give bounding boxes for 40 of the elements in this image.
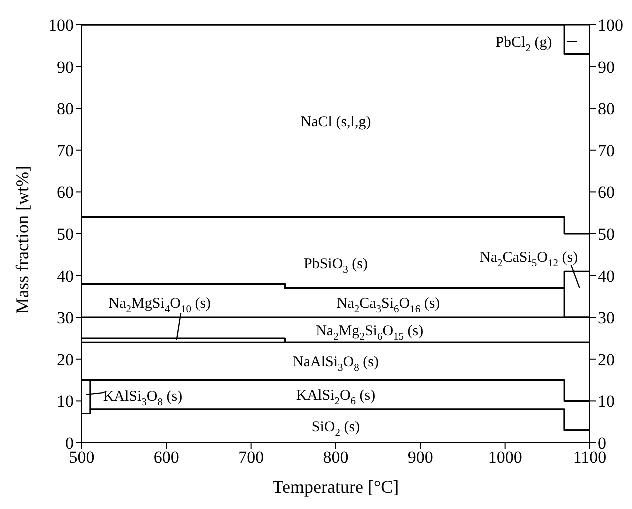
annotation: Na$_{2}$CaSi$_{5}$O$_{12}$ (s) — [480, 250, 578, 270]
x-axis-title: Temperature [°C] — [272, 477, 400, 497]
annotation: SiO$_{2}$ (s) — [312, 420, 360, 440]
x-tick-label: 500 — [69, 448, 95, 468]
y-tick-label: 60 — [57, 183, 74, 202]
text: Na$_{2}$Ca$_{3}$Si$_{6}$O$_{16}$ (s) — [336, 296, 440, 316]
y-tick-label: 50 — [57, 225, 74, 244]
annotation: Na$_{2}$MgSi$_{4}$O$_{10}$ (s) — [108, 296, 212, 316]
y-tick-label: 20 — [57, 350, 74, 370]
annotation: PbSiO$_{3}$ (s) — [304, 256, 368, 276]
y2-tick-label: 70 — [598, 141, 615, 160]
y-axis-title: Mass fraction [wt%] — [12, 166, 32, 314]
y2-tick-label: 40 — [598, 266, 615, 286]
y2-tick-label: 100 — [598, 16, 624, 36]
annotation: NaAlSi$_{3}$O$_{8}$ (s) — [293, 354, 379, 374]
y-tick-label: 100 — [48, 16, 74, 36]
text: Na$_{2}$Mg$_{2}$Si$_{6}$O$_{15}$ (s) — [316, 323, 424, 343]
y2-tick-label: 20 — [598, 350, 615, 370]
y2-tick-label: 90 — [598, 58, 615, 77]
x-tick-label: 800 — [323, 448, 349, 468]
x-tick-label: 900 — [408, 448, 434, 468]
y2-tick-label: 10 — [598, 392, 615, 412]
annotation: KAlSi$_{3}$O$_{8}$ (s) — [103, 389, 183, 409]
y2-tick-label: 60 — [598, 183, 615, 202]
y2-tick-label: 50 — [598, 225, 615, 244]
x-tick-label: 700 — [238, 448, 264, 468]
annotation: KAlSi$_{2}$O$_{6}$ (s) — [296, 388, 376, 408]
y-tick-label: 30 — [57, 308, 74, 328]
x-tick-label: 1000 — [488, 448, 522, 468]
annotation: PbCl$_{2}$ (g) — [496, 34, 552, 54]
annotation: NaCl (s,l,g) — [300, 114, 372, 130]
x-tick-label: 1100 — [573, 448, 607, 468]
y2-tick-label: 30 — [598, 308, 615, 328]
y-tick-label: 10 — [57, 392, 74, 412]
y2-tick-label: 80 — [598, 100, 615, 119]
y-tick-label: 80 — [57, 100, 74, 119]
x-tick-label: 600 — [154, 448, 180, 468]
y-tick-label: 40 — [57, 266, 74, 286]
y-tick-label: 70 — [57, 141, 74, 160]
y-tick-label: 90 — [57, 58, 74, 77]
